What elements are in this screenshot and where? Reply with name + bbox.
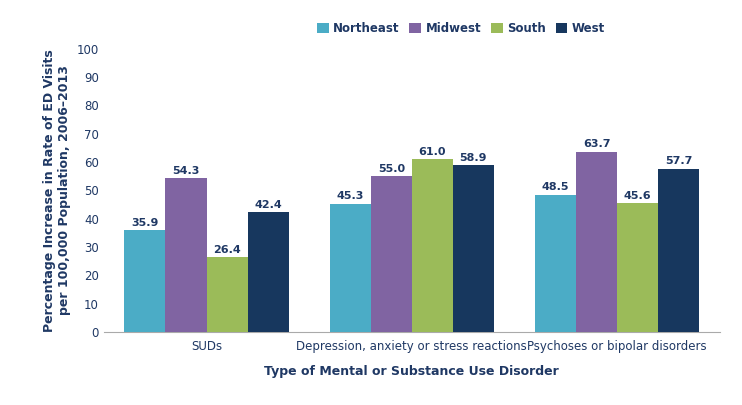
Bar <box>165 178 206 332</box>
Bar <box>248 212 289 332</box>
Bar <box>206 257 248 332</box>
Bar <box>371 176 412 332</box>
Legend: Northeast, Midwest, South, West: Northeast, Midwest, South, West <box>312 18 610 40</box>
Bar <box>412 159 453 332</box>
Y-axis label: Percentage Increase in Rate of ED Visits
per 100,000 Population, 2006–2013: Percentage Increase in Rate of ED Visits… <box>43 49 71 332</box>
Bar <box>329 204 371 332</box>
Text: 48.5: 48.5 <box>542 182 569 192</box>
Bar <box>535 195 576 332</box>
X-axis label: Type of Mental or Substance Use Disorder: Type of Mental or Substance Use Disorder <box>264 364 559 377</box>
Text: 57.7: 57.7 <box>665 156 692 166</box>
Bar <box>617 203 658 332</box>
Text: 58.9: 58.9 <box>459 153 487 163</box>
Text: 26.4: 26.4 <box>213 245 241 255</box>
Text: 45.6: 45.6 <box>624 191 651 200</box>
Text: 45.3: 45.3 <box>337 192 364 201</box>
Text: 35.9: 35.9 <box>131 218 159 228</box>
Text: 42.4: 42.4 <box>255 200 282 210</box>
Bar <box>576 151 617 332</box>
Bar <box>658 168 699 332</box>
Bar <box>125 230 165 332</box>
Bar <box>453 165 494 332</box>
Text: 61.0: 61.0 <box>418 147 446 157</box>
Text: 63.7: 63.7 <box>582 139 611 149</box>
Text: 55.0: 55.0 <box>378 164 405 174</box>
Text: 54.3: 54.3 <box>172 166 200 176</box>
